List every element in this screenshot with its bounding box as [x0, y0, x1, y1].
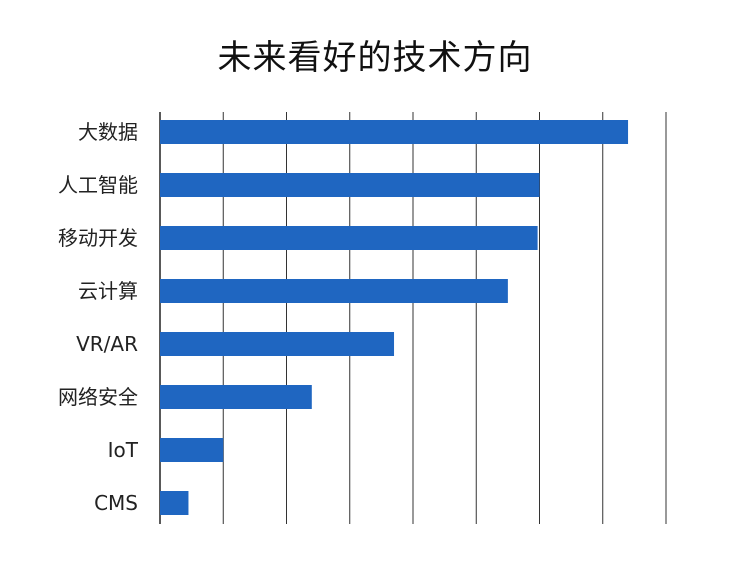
bar — [160, 279, 508, 303]
category-label: 网络安全 — [58, 385, 138, 409]
bar — [160, 385, 312, 409]
bar — [160, 173, 540, 197]
category-label: CMS — [94, 491, 138, 515]
category-label: 移动开发 — [58, 226, 138, 250]
bar — [160, 438, 224, 462]
category-label: 云计算 — [78, 279, 138, 303]
bar — [160, 491, 189, 515]
category-label: 人工智能 — [58, 173, 138, 197]
category-label: IoT — [108, 438, 139, 462]
category-label: 大数据 — [78, 120, 138, 144]
bar — [160, 332, 395, 356]
bar — [160, 226, 538, 250]
chart-title: 未来看好的技术方向 — [217, 38, 533, 78]
bar — [160, 120, 629, 144]
category-label: VR/AR — [76, 332, 138, 356]
